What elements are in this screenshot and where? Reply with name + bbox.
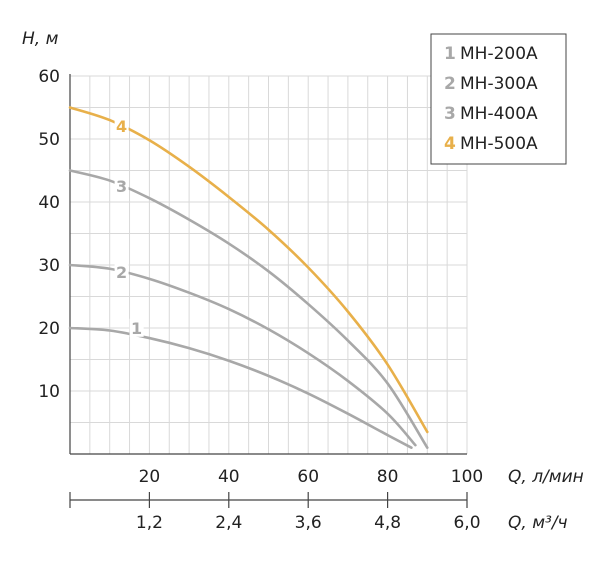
legend-number: 3 <box>444 104 456 124</box>
curve-mh-400a <box>68 169 429 449</box>
x-secondary-tick-label: 4,8 <box>374 513 401 533</box>
x-secondary-tick-label: 2,4 <box>215 513 242 533</box>
legend-number: 1 <box>444 44 456 64</box>
curve-label-2: 2 <box>116 263 127 282</box>
x-axis-title-secondary: Q, м³/ч <box>508 513 568 533</box>
legend-entry: MH-400A <box>460 104 538 124</box>
curve-label-bg <box>129 318 144 337</box>
y-axis-title: H, м <box>22 29 59 49</box>
x-tick-label: 60 <box>297 467 319 487</box>
curve-mh-300a <box>68 263 417 447</box>
grid <box>70 75 468 454</box>
x-secondary-tick-label: 3,6 <box>295 513 322 533</box>
y-tick-label: 20 <box>38 319 60 339</box>
legend-entry: MH-300A <box>460 74 538 94</box>
x-axis-title-primary: Q, л/мин <box>508 467 584 487</box>
axes: 10 20 30 40 50 60 H, м 20 40 60 80 100 Q, л/мин 1,2 2,… <box>22 29 584 533</box>
curve-label-4: 4 <box>116 117 127 136</box>
y-tick-label: 40 <box>38 193 60 213</box>
x-tick-label: 80 <box>377 467 399 487</box>
y-tick-label: 30 <box>38 256 60 276</box>
legend-box <box>430 33 567 165</box>
x-tick-label: 40 <box>218 467 240 487</box>
curve-label-1: 1 <box>131 319 142 338</box>
curve-label-3: 3 <box>116 177 127 196</box>
legend-entry: MH-500A <box>460 134 538 154</box>
curve-label-bg <box>114 262 129 281</box>
curve-label-bg <box>114 176 129 195</box>
legend-number: 2 <box>444 74 456 94</box>
curve-mh-200a <box>68 326 413 449</box>
x-secondary-tick-label: 6,0 <box>453 513 480 533</box>
legend-number: 4 <box>444 134 456 154</box>
x-secondary-tick-label: 1,2 <box>136 513 163 533</box>
curve-label-bg <box>114 117 129 136</box>
y-tick-label: 50 <box>38 130 60 150</box>
y-tick-label: 10 <box>38 382 60 402</box>
x-tick-label: 100 <box>451 467 483 487</box>
curve-mh-500a <box>68 106 429 434</box>
x-tick-label: 20 <box>139 467 161 487</box>
curves <box>68 106 429 449</box>
legend-entry: MH-200A <box>460 44 538 64</box>
curve-labels: 1 2 3 4 <box>114 117 144 338</box>
y-tick-label: 60 <box>38 67 60 87</box>
